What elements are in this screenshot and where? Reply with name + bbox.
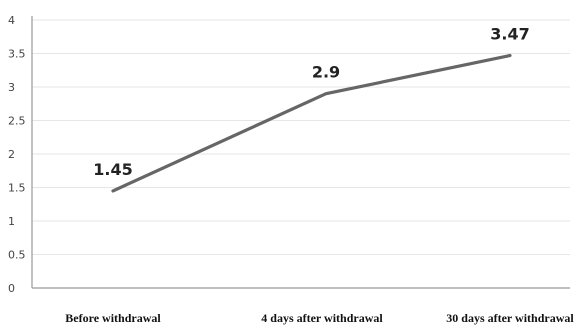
data-labels: 1.45 2.9 3.47 [93, 25, 529, 179]
x-tick-label: 30 days after withdrawal [446, 311, 574, 325]
x-axis-ticks: Before withdrawal 4 days after withdrawal… [65, 311, 574, 325]
series [111, 53, 512, 193]
y-tick-label: 3 [8, 81, 15, 94]
y-tick-label: 4 [8, 14, 15, 27]
axes [31, 16, 570, 289]
data-label: 3.47 [490, 25, 529, 44]
y-tick-label: 1 [8, 215, 15, 228]
x-tick-label: Before withdrawal [65, 311, 161, 325]
y-tick-label: 3.5 [8, 48, 26, 61]
gridlines [32, 19, 570, 255]
y-tick-label: 2 [8, 148, 15, 161]
x-tick-label: 4 days after withdrawal [261, 311, 383, 325]
y-tick-label: 0 [8, 282, 15, 295]
y-tick-label: 0.5 [8, 249, 26, 262]
data-label: 1.45 [93, 160, 132, 179]
y-axis-ticks: 0 0.5 1 1.5 2 2.5 3 3.5 4 [8, 14, 26, 295]
y-tick-label: 2.5 [8, 115, 26, 128]
data-label: 2.9 [312, 63, 340, 82]
y-tick-label: 1.5 [8, 182, 26, 195]
